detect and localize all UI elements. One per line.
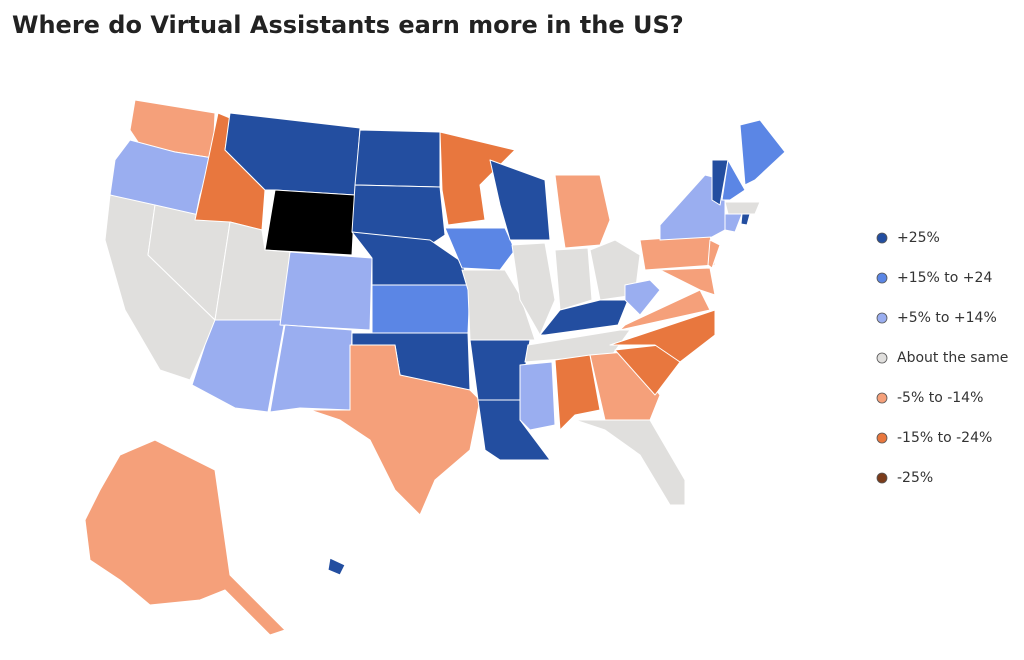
- legend-swatch: [876, 472, 888, 484]
- legend-swatch: [876, 352, 888, 364]
- state[interactable]: [554, 174, 611, 249]
- legend-label: -25%: [897, 470, 933, 486]
- state[interactable]: [327, 557, 346, 576]
- state[interactable]: [519, 361, 556, 431]
- legend-swatch: [876, 232, 888, 244]
- state[interactable]: [711, 159, 729, 206]
- legend-swatch: [876, 432, 888, 444]
- state[interactable]: [439, 131, 516, 226]
- state[interactable]: [659, 267, 716, 296]
- state[interactable]: [489, 159, 551, 241]
- legend-swatch: [876, 312, 888, 324]
- legend-swatch: [876, 272, 888, 284]
- state[interactable]: [84, 439, 286, 636]
- state[interactable]: [264, 189, 356, 256]
- legend-label: -5% to -14%: [897, 390, 983, 406]
- state[interactable]: [371, 284, 471, 334]
- state[interactable]: [707, 239, 721, 269]
- state[interactable]: [351, 184, 446, 246]
- state[interactable]: [574, 419, 686, 506]
- legend-label: -15% to -24%: [897, 430, 992, 446]
- state[interactable]: [461, 269, 536, 341]
- state[interactable]: [721, 159, 746, 201]
- state[interactable]: [279, 251, 373, 331]
- state[interactable]: [739, 119, 786, 186]
- legend-label: +25%: [897, 230, 940, 246]
- legend: +25% +15% to +24 +5% to +14% About the same…: [876, 230, 1008, 486]
- state[interactable]: [554, 354, 601, 431]
- states: [84, 99, 786, 636]
- legend-label: About the same: [897, 350, 1008, 366]
- state[interactable]: [609, 309, 716, 363]
- state[interactable]: [619, 289, 711, 331]
- state[interactable]: [624, 279, 661, 316]
- legend-swatch: [876, 392, 888, 404]
- state[interactable]: [740, 213, 751, 226]
- state[interactable]: [724, 201, 761, 215]
- state[interactable]: [309, 344, 481, 516]
- legend-label: +5% to +14%: [897, 310, 997, 326]
- state[interactable]: [354, 129, 441, 188]
- state[interactable]: [554, 247, 593, 311]
- state[interactable]: [511, 242, 556, 336]
- state[interactable]: [639, 234, 716, 271]
- legend-label: +15% to +24: [897, 270, 992, 286]
- state[interactable]: [444, 227, 516, 271]
- state[interactable]: [724, 213, 743, 233]
- state[interactable]: [269, 324, 353, 413]
- title: Where do Virtual Assistants earn more in…: [12, 11, 684, 39]
